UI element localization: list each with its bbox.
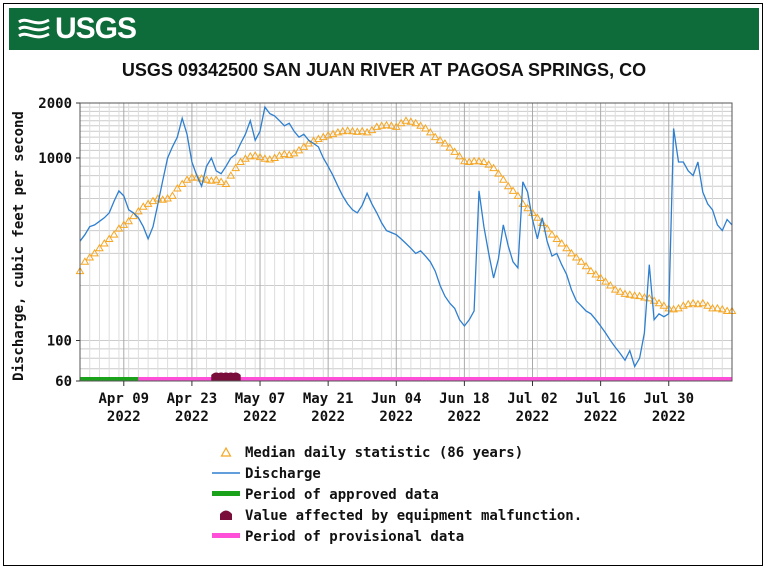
usgs-wave-icon <box>18 18 50 39</box>
usgs-banner: USGS <box>9 8 759 50</box>
graph-frame <box>3 3 763 566</box>
usgs-logo-text: USGS <box>55 12 137 45</box>
usgs-logo[interactable]: USGS <box>17 12 137 46</box>
chart-title: USGS 09342500 SAN JUAN RIVER AT PAGOSA S… <box>121 60 647 80</box>
